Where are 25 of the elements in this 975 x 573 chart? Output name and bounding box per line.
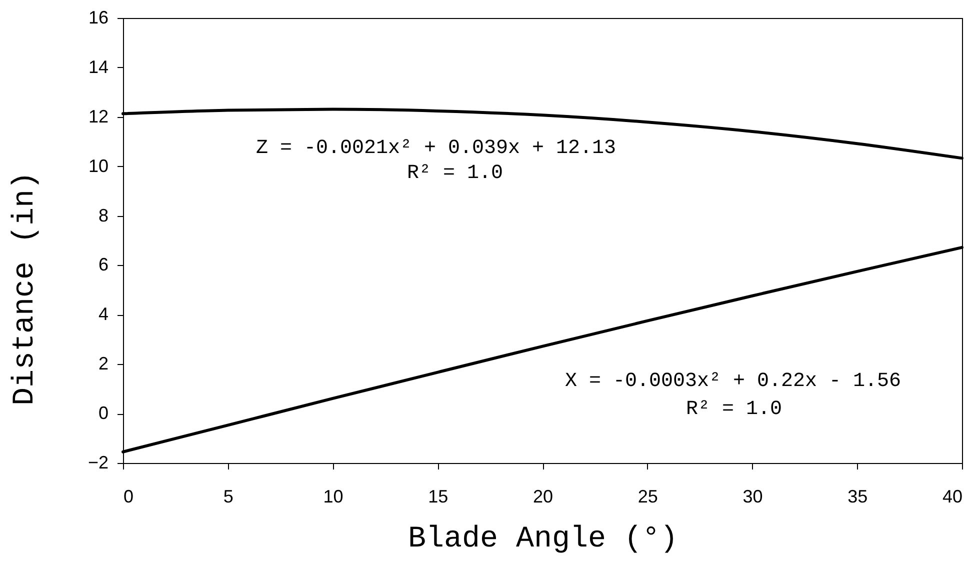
y-tick-label: 16 [88,8,108,28]
annotation: Z = -0.0021x² + 0.039x + 12.13 [256,137,616,160]
x-tick-label: 15 [428,486,448,506]
annotation: X = -0.0003x² + 0.22x - 1.56 [564,370,902,393]
x-axis-title: Blade Angle (°) [408,522,678,556]
x-tick-label: 5 [223,486,234,506]
x-tick-label: 40 [942,486,962,506]
x-tick-label: 0 [124,486,134,506]
x-tick-label: 35 [848,486,868,506]
x-tick-label: 10 [323,486,344,506]
y-tick-label: 14 [88,56,108,77]
y-tick-label: 6 [98,254,108,275]
y-axis-title: Distance (in) [8,171,42,406]
y-tick-label: 4 [98,304,108,324]
y-tick-label: 12 [88,106,108,126]
y-tick-label: −2 [88,452,108,472]
annotation: R² = 1.0 [686,398,782,421]
y-tick-label: 0 [98,403,108,424]
x-tick-label: 20 [532,486,554,506]
y-tick-label: 8 [98,205,108,226]
x-tick-label: 25 [638,486,658,506]
annotation: R² = 1.0 [406,162,504,185]
x-tick-label: 30 [742,486,763,506]
y-tick-label: 2 [98,354,108,374]
y-tick-label: 10 [88,156,108,176]
